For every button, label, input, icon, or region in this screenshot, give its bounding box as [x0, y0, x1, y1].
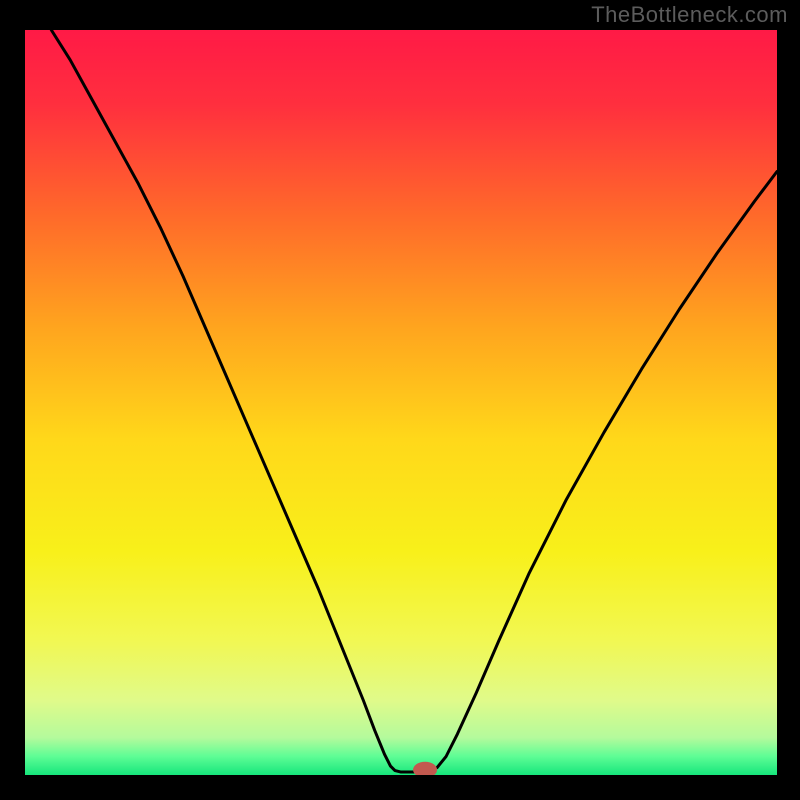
bottleneck-chart [25, 30, 777, 775]
plot-background [25, 30, 777, 775]
watermark-text: TheBottleneck.com [591, 2, 788, 28]
chart-container: TheBottleneck.com [0, 0, 800, 800]
